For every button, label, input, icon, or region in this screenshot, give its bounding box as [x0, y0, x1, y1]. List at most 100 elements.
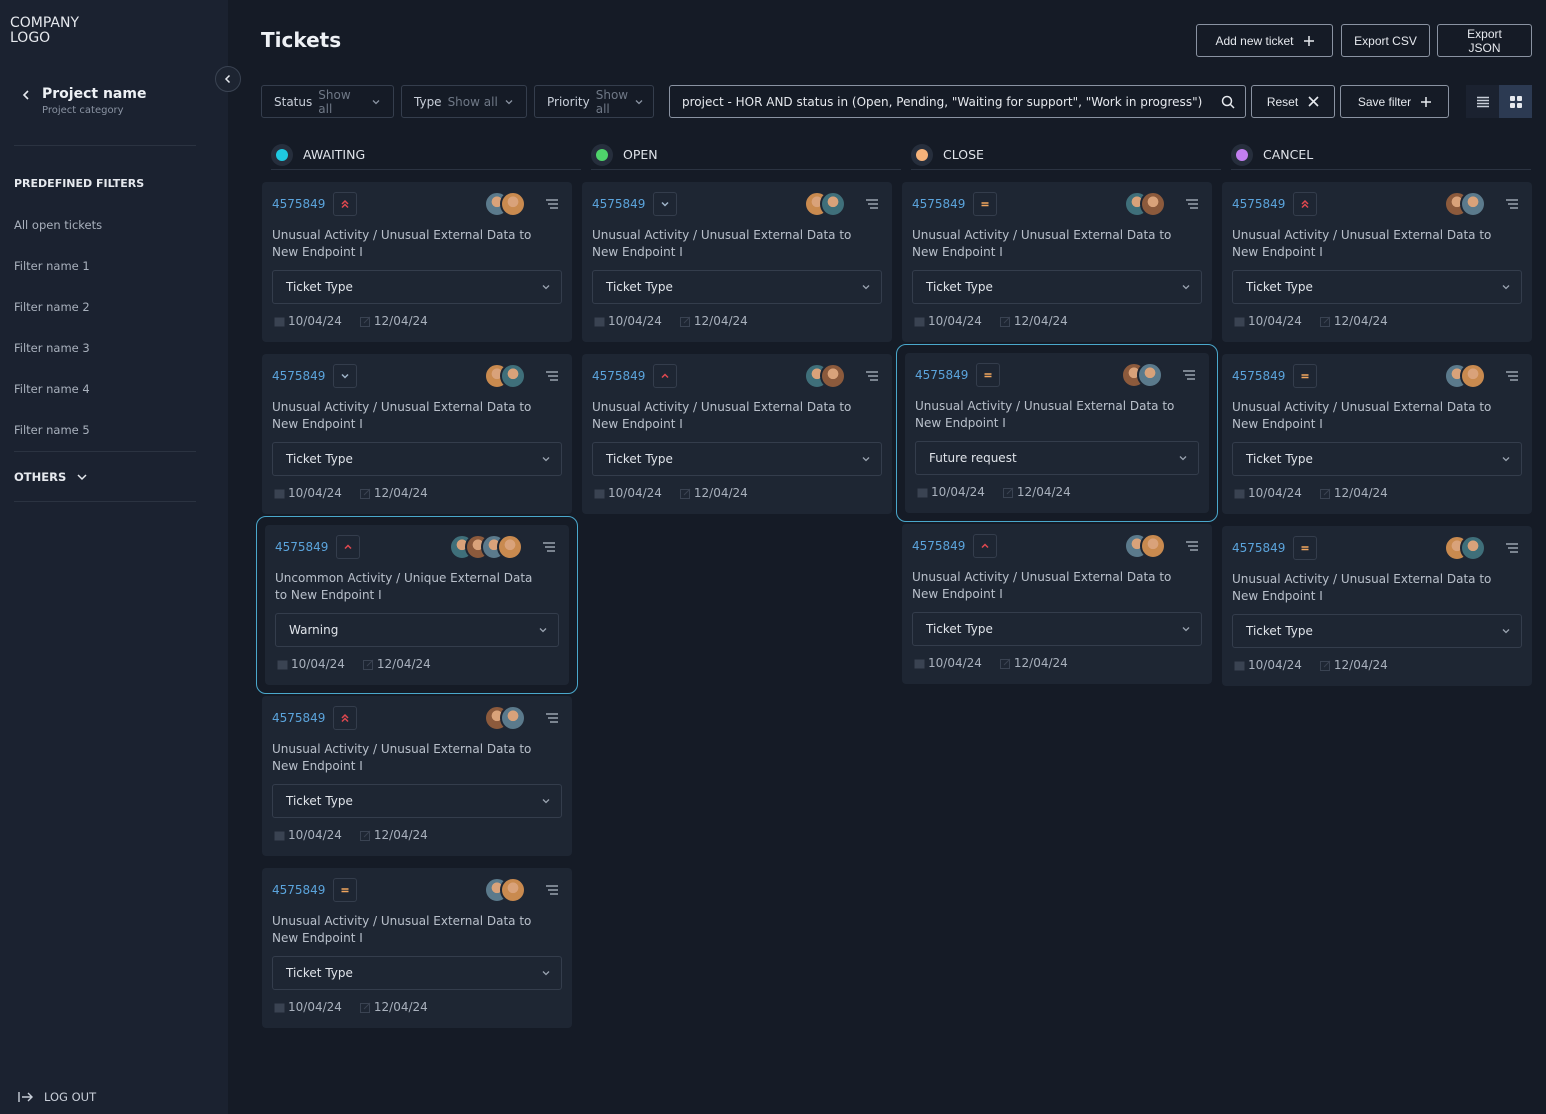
filter-link[interactable]: All open tickets [14, 218, 103, 232]
select-value: Ticket Type [1246, 280, 1313, 294]
export-json-button[interactable]: Export JSON [1437, 24, 1532, 57]
filter-select[interactable]: Priority Show all [534, 85, 654, 118]
ticket-id[interactable]: 4575849 [272, 711, 326, 725]
avatar[interactable] [820, 363, 846, 389]
ticket-id[interactable]: 4575849 [1232, 541, 1286, 555]
avatar[interactable] [497, 534, 523, 560]
start-date: 10/04/24 [274, 1000, 342, 1014]
filter-link[interactable]: Filter name 1 [14, 259, 90, 273]
avatar[interactable] [500, 705, 526, 731]
others[interactable]: OTHERS [14, 470, 88, 484]
query-input[interactable]: project - HOR AND status in (Open, Pendi… [669, 85, 1246, 118]
logout[interactable]: LOG OUT [18, 1090, 96, 1104]
ticket-type-select[interactable]: Ticket Type [592, 270, 882, 304]
avatar[interactable] [500, 877, 526, 903]
card-menu[interactable] [546, 885, 558, 895]
card-menu[interactable] [546, 371, 558, 381]
avatar[interactable] [500, 363, 526, 389]
ticket-card[interactable]: 4575849 Unusual Activity / Unusual Extern… [262, 868, 572, 1028]
avatar[interactable] [1140, 191, 1166, 217]
project[interactable]: Project name Project category [20, 86, 146, 116]
ticket-id[interactable]: 4575849 [912, 197, 966, 211]
card-menu[interactable] [546, 713, 558, 723]
grid-view-button[interactable] [1499, 85, 1532, 118]
avatar[interactable] [1460, 191, 1486, 217]
avatar[interactable] [820, 191, 846, 217]
ticket-type-select[interactable]: Ticket Type [272, 956, 562, 990]
avatar[interactable] [1137, 362, 1163, 388]
filter-select[interactable]: Status Show all [261, 85, 394, 118]
filter-link[interactable]: Filter name 2 [14, 300, 90, 314]
ticket-type-select[interactable]: Ticket Type [1232, 270, 1522, 304]
calendar-icon [277, 659, 288, 670]
ticket-title: Unusual Activity / Unusual External Data… [592, 228, 852, 259]
save-filter-button[interactable]: Save filter [1340, 85, 1449, 118]
priority-badge [333, 364, 358, 388]
filter-link[interactable]: Filter name 5 [14, 423, 90, 437]
priority-icon [979, 198, 991, 210]
card-menu[interactable] [1183, 370, 1195, 380]
card-menu[interactable] [1186, 199, 1198, 209]
ticket-card[interactable]: 4575849 Unusual Activity / Unusual Extern… [262, 354, 572, 514]
ticket-card[interactable]: 4575849 Unusual Activity / Unusual Extern… [262, 182, 572, 342]
card-menu[interactable] [1506, 199, 1518, 209]
filter-link[interactable]: Filter name 3 [14, 341, 90, 355]
card-menu[interactable] [1186, 541, 1198, 551]
add-ticket-button[interactable]: Add new ticket [1196, 24, 1333, 57]
ticket-id[interactable]: 4575849 [272, 197, 326, 211]
avatar[interactable] [500, 191, 526, 217]
menu-icon [1506, 199, 1518, 209]
ticket-type-select[interactable]: Ticket Type [1232, 614, 1522, 648]
ticket-id[interactable]: 4575849 [592, 369, 646, 383]
avatar[interactable] [1460, 535, 1486, 561]
ticket-id[interactable]: 4575849 [1232, 197, 1286, 211]
date-text: 10/04/24 [1248, 314, 1302, 328]
list-view-button[interactable] [1466, 85, 1499, 118]
ticket-card[interactable]: 4575849 Unusual Activity / Unusual Extern… [905, 353, 1209, 513]
filter-select[interactable]: Type Show all [401, 85, 527, 118]
card-menu[interactable] [1506, 371, 1518, 381]
ticket-id[interactable]: 4575849 [912, 539, 966, 553]
ticket-id[interactable]: 4575849 [592, 197, 646, 211]
date-text: 10/04/24 [1248, 658, 1302, 672]
ticket-type-select[interactable]: Future request [915, 441, 1199, 475]
ticket-type-select[interactable]: Warning [275, 613, 559, 647]
avatar[interactable] [1140, 533, 1166, 559]
ticket-id[interactable]: 4575849 [272, 369, 326, 383]
ticket-id[interactable]: 4575849 [272, 883, 326, 897]
calendar-icon [594, 488, 605, 499]
card-header: 4575849 [272, 705, 562, 731]
card-menu[interactable] [546, 199, 558, 209]
card-menu[interactable] [866, 199, 878, 209]
ticket-card[interactable]: 4575849 Unusual Activity / Unusual Extern… [582, 182, 892, 342]
ticket-card[interactable]: 4575849 Unusual Activity / Unusual Extern… [582, 354, 892, 514]
ticket-id[interactable]: 4575849 [275, 540, 329, 554]
card-menu[interactable] [543, 542, 555, 552]
card-header: 4575849 [592, 191, 882, 217]
ticket-type-select[interactable]: Ticket Type [272, 784, 562, 818]
ticket-type-select[interactable]: Ticket Type [912, 612, 1202, 646]
ticket-type-select[interactable]: Ticket Type [592, 442, 882, 476]
ticket-type-select[interactable]: Ticket Type [912, 270, 1202, 304]
ticket-type-select[interactable]: Ticket Type [272, 270, 562, 304]
ticket-id[interactable]: 4575849 [915, 368, 969, 382]
filter-link[interactable]: Filter name 4 [14, 382, 90, 396]
ticket-card[interactable]: 4575849 Unusual Activity / Unusual Extern… [1222, 182, 1532, 342]
ticket-card[interactable]: 4575849 Unusual Activity / Unusual Extern… [262, 696, 572, 856]
reset-button[interactable]: Reset [1251, 85, 1335, 118]
ticket-id[interactable]: 4575849 [1232, 369, 1286, 383]
collapse-button[interactable] [215, 66, 241, 92]
export-csv-button[interactable]: Export CSV [1341, 24, 1430, 57]
ticket-type-select[interactable]: Ticket Type [272, 442, 562, 476]
ticket-card[interactable]: 4575849 Unusual Activity / Unusual Extern… [902, 524, 1212, 684]
avatar[interactable] [1460, 363, 1486, 389]
ticket-card[interactable]: 4575849 Unusual Activity / Unusual Extern… [902, 182, 1212, 342]
card-menu[interactable] [1506, 543, 1518, 553]
card-menu[interactable] [866, 371, 878, 381]
ticket-type-select[interactable]: Ticket Type [1232, 442, 1522, 476]
chevron [371, 97, 381, 107]
ticket-card[interactable]: 4575849 Unusual Activity / Unusual Extern… [1222, 526, 1532, 686]
card-header: 4575849 [272, 363, 562, 389]
ticket-card[interactable]: 4575849 Uncommon Activity / Unique Extern… [265, 525, 569, 685]
ticket-card[interactable]: 4575849 Unusual Activity / Unusual Extern… [1222, 354, 1532, 514]
